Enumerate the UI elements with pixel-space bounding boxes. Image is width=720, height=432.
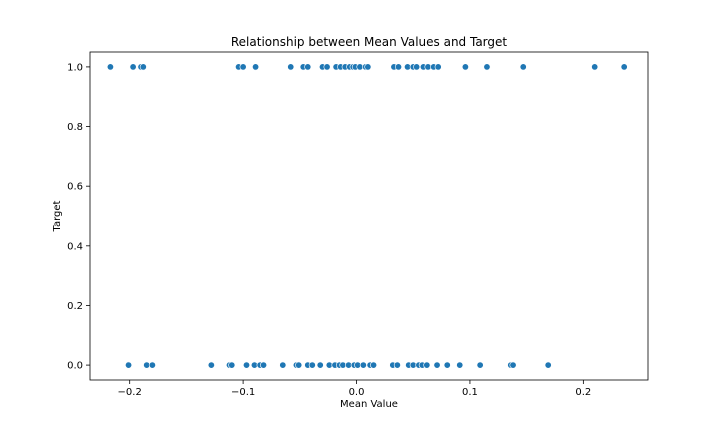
y-tick-label: 0.4: [67, 241, 83, 252]
y-tick-label: 0.2: [67, 301, 83, 312]
x-axis: −0.2 −0.1 0.0 0.1 0.2: [118, 380, 591, 398]
data-point: [591, 63, 599, 71]
data-point: [519, 63, 527, 71]
data-point: [129, 63, 137, 71]
data-point: [139, 63, 147, 71]
data-point: [364, 63, 372, 71]
x-tick-label: 0.1: [462, 387, 478, 398]
data-point: [443, 361, 451, 369]
data-point: [620, 63, 628, 71]
x-tick-label: −0.2: [118, 387, 142, 398]
x-tick-label: −0.1: [231, 387, 255, 398]
data-point: [243, 361, 251, 369]
y-tick-label: 0.0: [67, 361, 83, 372]
data-point: [316, 361, 324, 369]
data-point: [252, 63, 260, 71]
y-tick-label: 1.0: [67, 62, 83, 73]
data-point: [106, 63, 114, 71]
data-point: [461, 63, 469, 71]
data-point: [148, 361, 156, 369]
plot-frame: [89, 51, 649, 381]
data-point: [359, 361, 367, 369]
data-point: [434, 63, 442, 71]
data-point: [125, 361, 133, 369]
data-point: [483, 63, 491, 71]
data-point: [207, 361, 215, 369]
data-point: [239, 63, 247, 71]
data-point: [433, 361, 441, 369]
x-tick-label: 0.0: [349, 387, 365, 398]
data-point: [304, 63, 312, 71]
x-axis-label: Mean Value: [340, 399, 398, 410]
chart-title: Relationship between Mean Values and Tar…: [231, 35, 508, 49]
data-point: [370, 361, 378, 369]
y-axis-label: Target: [52, 200, 63, 232]
data-points: [106, 63, 628, 369]
data-point: [413, 63, 421, 71]
data-point: [260, 361, 268, 369]
data-point: [544, 361, 552, 369]
data-point: [394, 63, 402, 71]
x-tick-label: 0.2: [575, 387, 591, 398]
data-point: [287, 63, 295, 71]
data-point: [456, 361, 464, 369]
y-tick-label: 0.6: [67, 182, 83, 193]
data-point: [295, 361, 303, 369]
y-axis: 0.0 0.2 0.4 0.6 0.8 1.0: [67, 62, 90, 372]
y-tick-label: 0.8: [67, 122, 83, 133]
data-point: [308, 361, 316, 369]
data-point: [228, 361, 236, 369]
data-point: [323, 63, 331, 71]
data-point: [476, 361, 484, 369]
data-point: [423, 361, 431, 369]
data-point: [279, 361, 287, 369]
data-point: [393, 361, 401, 369]
data-point: [509, 361, 517, 369]
